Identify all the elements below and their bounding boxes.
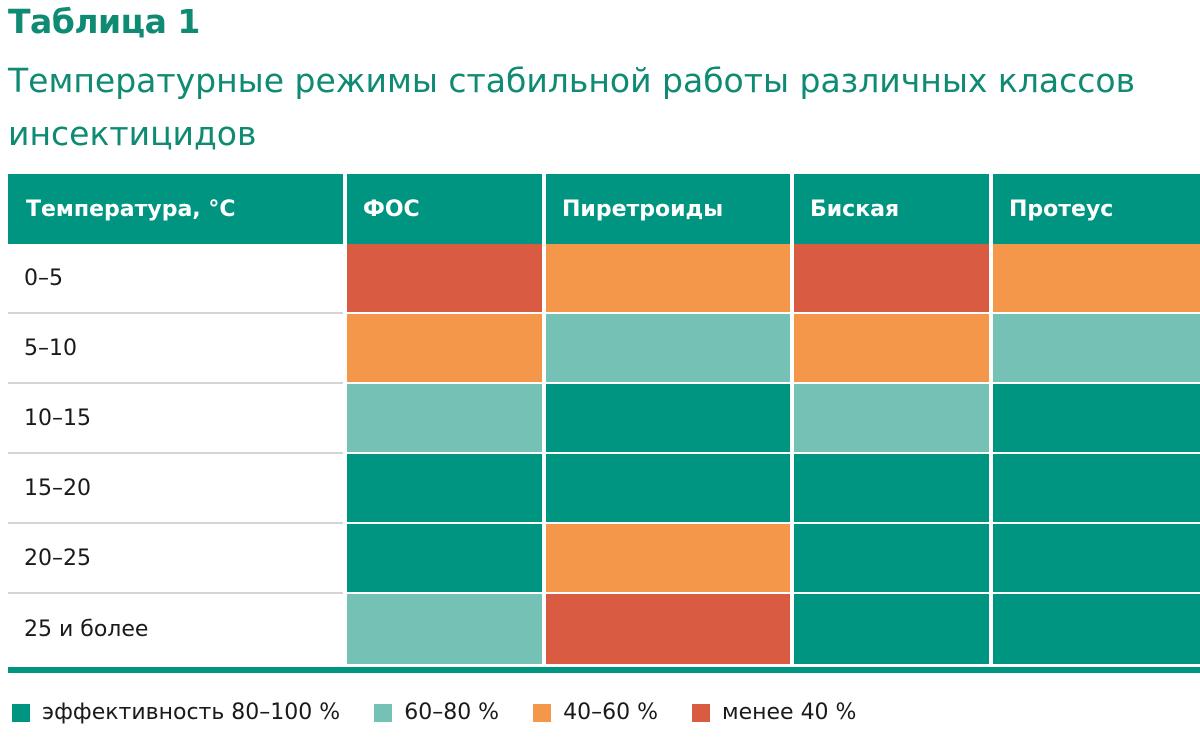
efficiency-cell	[347, 384, 542, 454]
legend: эффективность 80–100 % 60–80 % 40–60 % мене…	[12, 700, 890, 725]
efficiency-table: Температура, °C ФОС Пиретроиды Биская Протеу…	[8, 174, 1200, 664]
column-header: Биская	[794, 174, 989, 244]
column-header: Пиретроиды	[546, 174, 790, 244]
row-label: 5–10	[8, 314, 343, 384]
efficiency-cell	[347, 524, 542, 594]
efficiency-cell	[993, 244, 1200, 314]
efficiency-cell	[993, 384, 1200, 454]
row-label: 20–25	[8, 524, 343, 594]
column-header: Температура, °C	[8, 174, 343, 244]
efficiency-cell	[546, 244, 790, 314]
efficiency-cell	[794, 314, 989, 384]
table-title: Таблица 1	[8, 2, 200, 41]
row-label: 25 и более	[24, 616, 149, 642]
efficiency-cell	[993, 314, 1200, 384]
efficiency-cell	[794, 594, 989, 664]
efficiency-cell	[546, 454, 790, 524]
legend-label: эффективность 80–100 %	[42, 700, 341, 725]
legend-swatch	[691, 703, 710, 722]
efficiency-cell	[546, 314, 790, 384]
legend-item: 40–60 %	[533, 700, 658, 725]
efficiency-cell	[546, 594, 790, 664]
efficiency-cell	[546, 524, 790, 594]
efficiency-cell	[347, 314, 542, 384]
row-label: 10–15	[8, 384, 343, 454]
efficiency-cell	[347, 244, 542, 314]
legend-label: 40–60 %	[563, 700, 658, 725]
efficiency-cell	[794, 524, 989, 594]
legend-swatch	[374, 703, 393, 722]
table-subtitle: Температурные режимы стабильной работы р…	[8, 61, 1136, 153]
legend-label: менее 40 %	[721, 700, 857, 725]
efficiency-cell	[794, 454, 989, 524]
efficiency-cell	[993, 594, 1200, 664]
legend-label: 60–80 %	[404, 700, 500, 725]
table-bottom-rule	[8, 667, 1200, 673]
efficiency-cell	[993, 454, 1200, 524]
legend-swatch	[533, 703, 552, 722]
efficiency-cell	[347, 454, 542, 524]
efficiency-cell	[347, 594, 542, 664]
efficiency-cell	[546, 384, 790, 454]
column-header: ФОС	[347, 174, 542, 244]
column-header: Протеус	[993, 174, 1200, 244]
legend-swatch	[12, 703, 30, 722]
legend-item: менее 40 %	[691, 700, 857, 725]
legend-item: 60–80 %	[374, 700, 499, 725]
row-label: 15–20	[8, 454, 343, 524]
efficiency-cell	[794, 244, 989, 314]
row-label: 0–5	[8, 244, 343, 314]
efficiency-cell	[993, 524, 1200, 594]
legend-item: эффективность 80–100 %	[12, 700, 340, 725]
efficiency-cell	[794, 384, 989, 454]
